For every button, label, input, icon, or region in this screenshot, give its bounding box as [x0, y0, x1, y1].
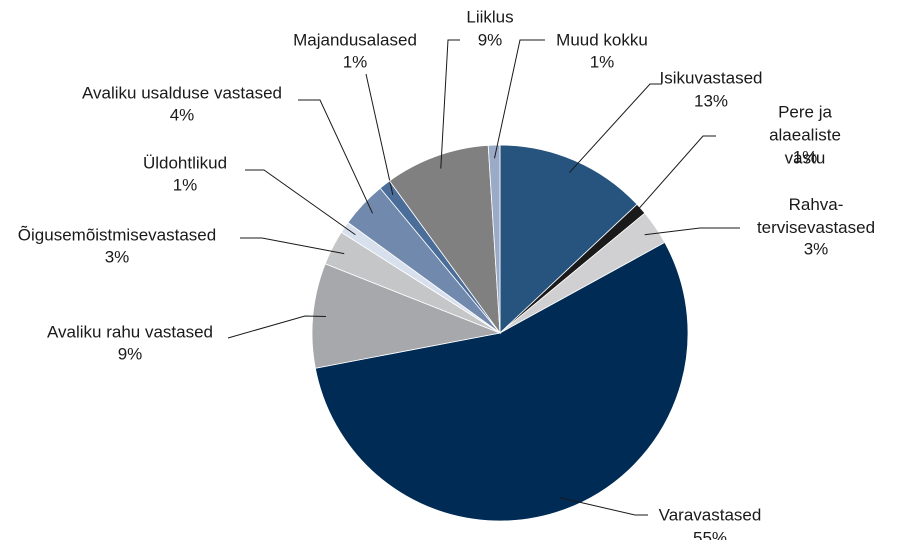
leader-line — [365, 73, 394, 195]
slice-label: Pere ja alaealiste vastu — [769, 102, 841, 168]
value-label: 9% — [117, 344, 143, 364]
pie-slice — [499, 144, 638, 334]
value-label: 3% — [803, 239, 829, 259]
value-label: 1% — [792, 147, 818, 167]
slice-label: Varavastased — [658, 505, 762, 525]
value-label: 1% — [172, 175, 198, 195]
slice-label: Isikuvastased — [659, 68, 763, 88]
value-label: 3% — [104, 247, 130, 267]
leader-line — [630, 135, 716, 218]
leader-line — [245, 169, 356, 236]
value-label: 1% — [589, 52, 615, 72]
value-label: 9% — [477, 30, 503, 50]
leader-line — [240, 237, 345, 255]
leader-line — [559, 497, 648, 516]
slice-label: Avaliku rahu vastased — [46, 322, 214, 342]
value-label: 1% — [342, 52, 368, 72]
value-label: 4% — [169, 105, 195, 125]
slice-label: Muud kokku — [556, 30, 648, 50]
slice-label: Üldohtlikud — [142, 153, 228, 173]
leader-line — [298, 99, 374, 214]
value-label: 55% — [692, 528, 728, 540]
slice-label: Rahva- tervisevastased — [756, 195, 876, 237]
leader-line — [440, 39, 460, 169]
slice-label: Liiklus — [466, 7, 514, 27]
leader-line — [494, 39, 545, 159]
value-label: 13% — [693, 91, 729, 111]
slice-label: Avaliku usalduse vastased — [81, 83, 283, 103]
pie-slice — [487, 144, 501, 334]
leader-line — [644, 227, 740, 236]
slice-label: Majandusalased — [293, 30, 417, 50]
slice-label: Õigusemõistmisevastased — [17, 225, 217, 245]
pie-slice — [311, 263, 502, 369]
pie-slice — [314, 241, 689, 522]
pie-slice — [388, 144, 501, 335]
leader-line — [569, 83, 662, 173]
leader-line — [227, 315, 326, 339]
